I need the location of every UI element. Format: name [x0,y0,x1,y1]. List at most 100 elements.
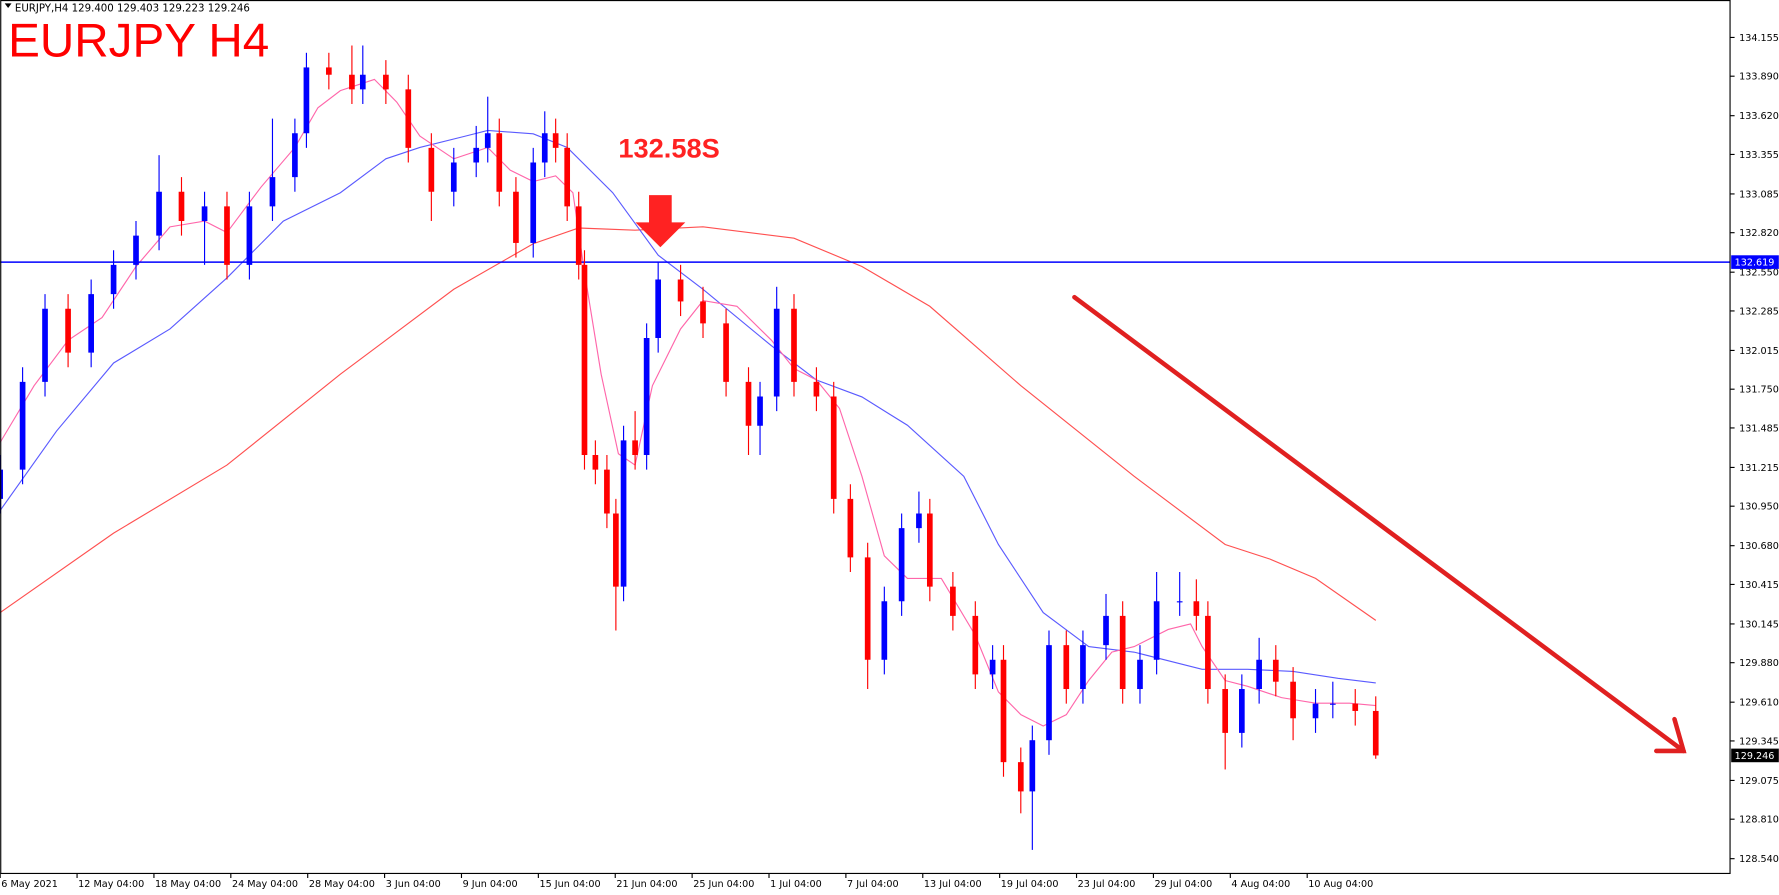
x-tick-label: 10 Aug 04:00 [1308,879,1373,890]
candle-body [1063,645,1070,690]
candle-body [88,294,94,353]
x-tick-label: 1 Jul 04:00 [770,879,822,890]
candle-body [178,191,185,221]
candle-body [541,133,548,163]
candle-body [530,162,537,243]
candle-body [1080,645,1086,690]
candle-body [575,206,582,265]
trend-arrowhead [1654,716,1687,754]
candle-body [1029,740,1036,792]
candle-body [1312,703,1319,719]
candle-body [1239,689,1245,733]
candle-body [201,206,208,221]
x-tick-label: 7 Jul 04:00 [847,879,899,890]
candle-body [592,455,599,470]
candle-body [552,133,559,148]
x-tick-label: 4 Aug 04:00 [1231,879,1290,890]
candle-body [246,206,253,265]
candle-body [613,513,619,587]
y-tick-label: 134.155 [1739,33,1779,44]
candle-body [1176,601,1183,603]
candle-body [1017,762,1024,792]
candle-body [513,191,519,243]
candle-body [133,235,139,265]
y-tick-label: 133.085 [1739,189,1779,200]
candle-body [405,89,412,148]
y-tick-label: 132.015 [1739,346,1779,357]
candle-body [972,615,979,675]
candle-body [1119,615,1126,690]
y-tick-label: 132.820 [1739,228,1779,239]
y-tick-label: 133.355 [1739,150,1779,161]
header-icon [4,3,12,8]
x-tick-label: 13 Jul 04:00 [924,879,982,890]
candle-body [632,440,638,456]
y-tick-label: 131.750 [1739,385,1779,396]
candle-body [0,469,4,499]
down-arrow [635,195,686,248]
candle-body [700,301,706,324]
y-tick-label: 132.550 [1739,268,1779,279]
y-tick-label: 130.145 [1739,619,1779,630]
level-label: 132.619 [1735,257,1775,268]
candle-body [326,67,332,75]
y-tick-label: 130.415 [1739,580,1779,591]
candle-body [604,469,610,514]
candle-body [473,147,480,163]
x-tick-label: 19 Jul 04:00 [1001,879,1059,890]
candle-body [19,381,26,470]
candle-body [813,381,820,397]
candle-body [620,440,627,587]
candle-body [269,177,276,207]
candle-body [1137,659,1143,690]
candle-body [1352,703,1359,711]
x-tick-label: 9 Jun 04:00 [463,879,518,890]
candle-body [1256,659,1262,690]
candle-body [359,74,366,90]
candle-body [655,279,662,339]
x-tick-label: 24 May 04:00 [232,879,298,890]
candle-body [950,586,956,616]
x-tick-label: 28 May 04:00 [309,879,375,890]
y-tick-label: 133.620 [1739,111,1779,122]
candle-body [791,308,797,382]
candle-body [450,162,457,192]
candle-body [1103,615,1109,646]
candle-body [1205,615,1211,690]
y-tick-label: 129.610 [1739,698,1779,709]
candle-body [484,133,491,148]
candle-body [745,381,752,426]
candle-body [1290,681,1296,719]
candle-body [898,528,905,602]
chart-title: EURJPY H4 [8,15,269,68]
x-tick-label: 23 Jul 04:00 [1078,879,1136,890]
candle-body [1046,645,1052,741]
y-tick-label: 130.950 [1739,502,1779,513]
candle-body [1193,601,1200,616]
candle-body [303,67,310,134]
candle-body [349,74,355,90]
moving-average [0,78,1376,727]
last-price-label: 129.246 [1735,751,1775,762]
level-label-box [1731,255,1779,269]
candle-body [1329,703,1336,705]
y-tick-label: 128.540 [1739,854,1779,865]
x-tick-label: 12 May 04:00 [78,879,144,890]
candle-body [773,308,780,397]
candle-body [65,308,71,353]
candle-body [496,133,503,192]
last-price-box [1731,748,1779,763]
candle-body [1372,710,1379,756]
candle-body [847,498,854,558]
candle-body [224,206,230,265]
candle-body [564,147,571,207]
candle-body [156,191,162,236]
candle-body [1222,689,1229,733]
candle-body [581,264,588,456]
candle-body [42,308,48,382]
plot-area [0,45,1731,850]
candle-body [989,659,996,675]
